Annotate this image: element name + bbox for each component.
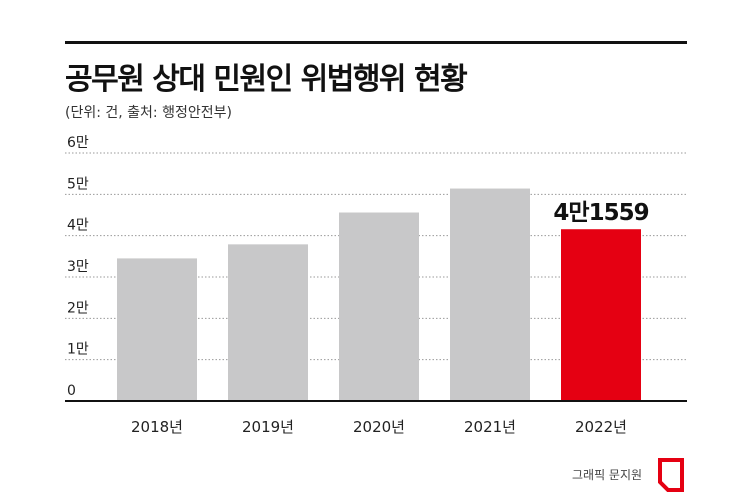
x-tick-label: 2019년	[242, 418, 294, 436]
bar	[228, 244, 308, 401]
x-tick-label: 2018년	[131, 418, 183, 436]
y-tick-label: 1만	[67, 342, 89, 358]
y-tick-label: 2만	[67, 300, 89, 316]
brand-logo-icon	[658, 458, 684, 492]
data-label: 4만1559	[553, 200, 648, 226]
y-tick-label: 6만	[67, 135, 89, 151]
graphic-credit: 그래픽 문지원	[572, 468, 643, 482]
bar	[450, 188, 530, 401]
chart-title: 공무원 상대 민원인 위법행위 현황	[65, 62, 468, 97]
x-tick-label: 2020년	[353, 418, 405, 436]
y-tick-label: 3만	[67, 259, 89, 275]
y-tick-label: 4만	[67, 218, 89, 234]
y-tick-label: 0	[67, 383, 76, 399]
x-tick-label: 2021년	[464, 418, 516, 436]
top-rule	[65, 41, 687, 44]
bar	[117, 258, 197, 401]
x-tick-label: 2022년	[575, 418, 627, 436]
bar	[561, 229, 641, 401]
bar	[339, 212, 419, 401]
y-tick-label: 5만	[67, 176, 89, 192]
chart-subtitle: (단위: 건, 출처: 행정안전부)	[65, 105, 232, 121]
